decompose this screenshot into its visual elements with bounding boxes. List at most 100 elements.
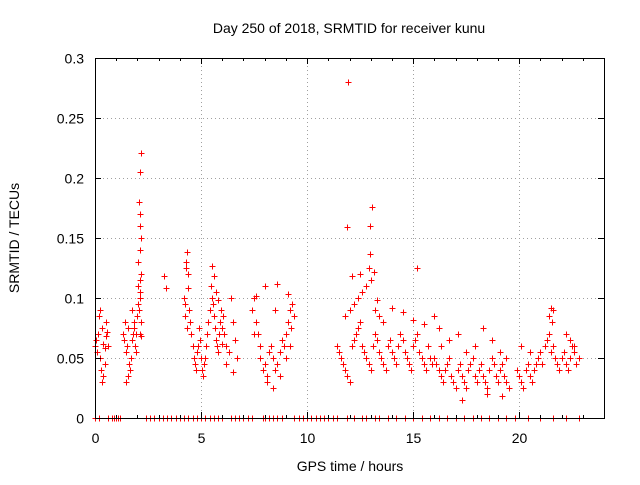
data-point <box>414 331 421 338</box>
data-point <box>366 361 373 368</box>
data-point <box>436 325 443 332</box>
data-point <box>542 343 549 350</box>
data-point <box>336 349 343 356</box>
data-point <box>495 379 502 386</box>
data-point <box>228 295 235 302</box>
data-point <box>196 325 203 332</box>
axis-ticks: 0 0.05 0.1 0.15 0.2 0.25 0.3 0 5 10 15 20 <box>57 51 604 446</box>
y-tick-label: 0.3 <box>65 51 85 67</box>
data-point <box>277 373 284 380</box>
data-point <box>220 313 227 320</box>
data-point <box>99 379 106 386</box>
data-point <box>527 373 534 380</box>
data-point <box>533 361 540 368</box>
data-point <box>136 307 143 314</box>
data-point <box>478 361 485 368</box>
data-point <box>369 204 376 211</box>
data-point <box>491 361 498 368</box>
data-point <box>272 307 279 314</box>
data-point <box>342 367 349 374</box>
data-point <box>355 295 362 302</box>
data-point <box>493 373 500 380</box>
data-point <box>459 373 466 380</box>
data-point <box>535 355 542 362</box>
data-point <box>431 355 438 362</box>
data-point <box>546 313 553 320</box>
data-point <box>187 319 194 326</box>
data-point <box>205 319 212 326</box>
data-point <box>425 343 432 350</box>
data-point <box>100 373 107 380</box>
data-point <box>444 361 451 368</box>
data-point <box>561 349 568 356</box>
data-point <box>287 307 294 314</box>
data-points <box>92 79 583 422</box>
data-point <box>371 269 378 276</box>
data-point <box>440 379 447 386</box>
y-tick-label: 0.15 <box>57 231 84 247</box>
data-point <box>281 343 288 350</box>
data-point <box>503 355 510 362</box>
x-tick-label: 20 <box>512 430 528 446</box>
data-point <box>389 349 396 356</box>
data-point <box>193 367 200 374</box>
data-point <box>257 355 264 362</box>
data-point <box>376 349 383 356</box>
data-point <box>138 150 145 157</box>
data-point <box>103 333 110 340</box>
data-point <box>514 367 521 374</box>
data-point <box>563 361 570 368</box>
data-point <box>404 355 411 362</box>
data-point <box>129 307 136 314</box>
data-point <box>357 319 364 326</box>
data-point <box>516 373 523 380</box>
data-point <box>134 313 141 320</box>
data-point <box>370 343 377 350</box>
data-point <box>212 325 219 332</box>
data-point <box>215 297 222 304</box>
chart-title: Day 250 of 2018, SRMTID for receiver kun… <box>213 20 485 36</box>
data-point <box>565 367 572 374</box>
data-point <box>279 337 286 344</box>
data-point <box>192 361 199 368</box>
data-point <box>463 349 470 356</box>
x-tick-label: 5 <box>198 430 206 446</box>
data-point <box>342 313 349 320</box>
data-point <box>188 331 195 338</box>
data-point <box>347 379 354 386</box>
data-point <box>463 385 470 392</box>
data-point <box>576 355 583 362</box>
data-point <box>249 307 256 314</box>
data-point <box>556 367 563 374</box>
data-point <box>461 379 468 386</box>
data-point <box>262 283 269 290</box>
data-point <box>523 367 530 374</box>
data-point <box>182 301 189 308</box>
data-point <box>253 293 260 300</box>
data-point <box>133 349 140 356</box>
data-point <box>368 367 375 374</box>
data-point <box>270 355 277 362</box>
y-tick-label: 0 <box>76 411 84 427</box>
data-point <box>499 393 506 400</box>
data-point <box>467 361 474 368</box>
data-point <box>476 367 483 374</box>
data-point <box>548 349 555 356</box>
data-point <box>137 331 144 338</box>
data-point <box>499 361 506 368</box>
data-point <box>537 349 544 356</box>
y-axis-label: SRMTID / TECUs <box>6 183 22 293</box>
data-point <box>285 319 292 326</box>
data-point <box>363 283 370 290</box>
data-point <box>137 211 144 218</box>
data-point <box>431 313 438 320</box>
data-point <box>387 337 394 344</box>
data-point <box>482 379 489 386</box>
data-point <box>195 343 202 350</box>
y-tick-label: 0.25 <box>57 111 84 127</box>
data-point <box>161 273 168 280</box>
data-point <box>289 301 296 308</box>
data-point <box>124 343 131 350</box>
data-point <box>349 343 356 350</box>
data-point <box>372 307 379 314</box>
